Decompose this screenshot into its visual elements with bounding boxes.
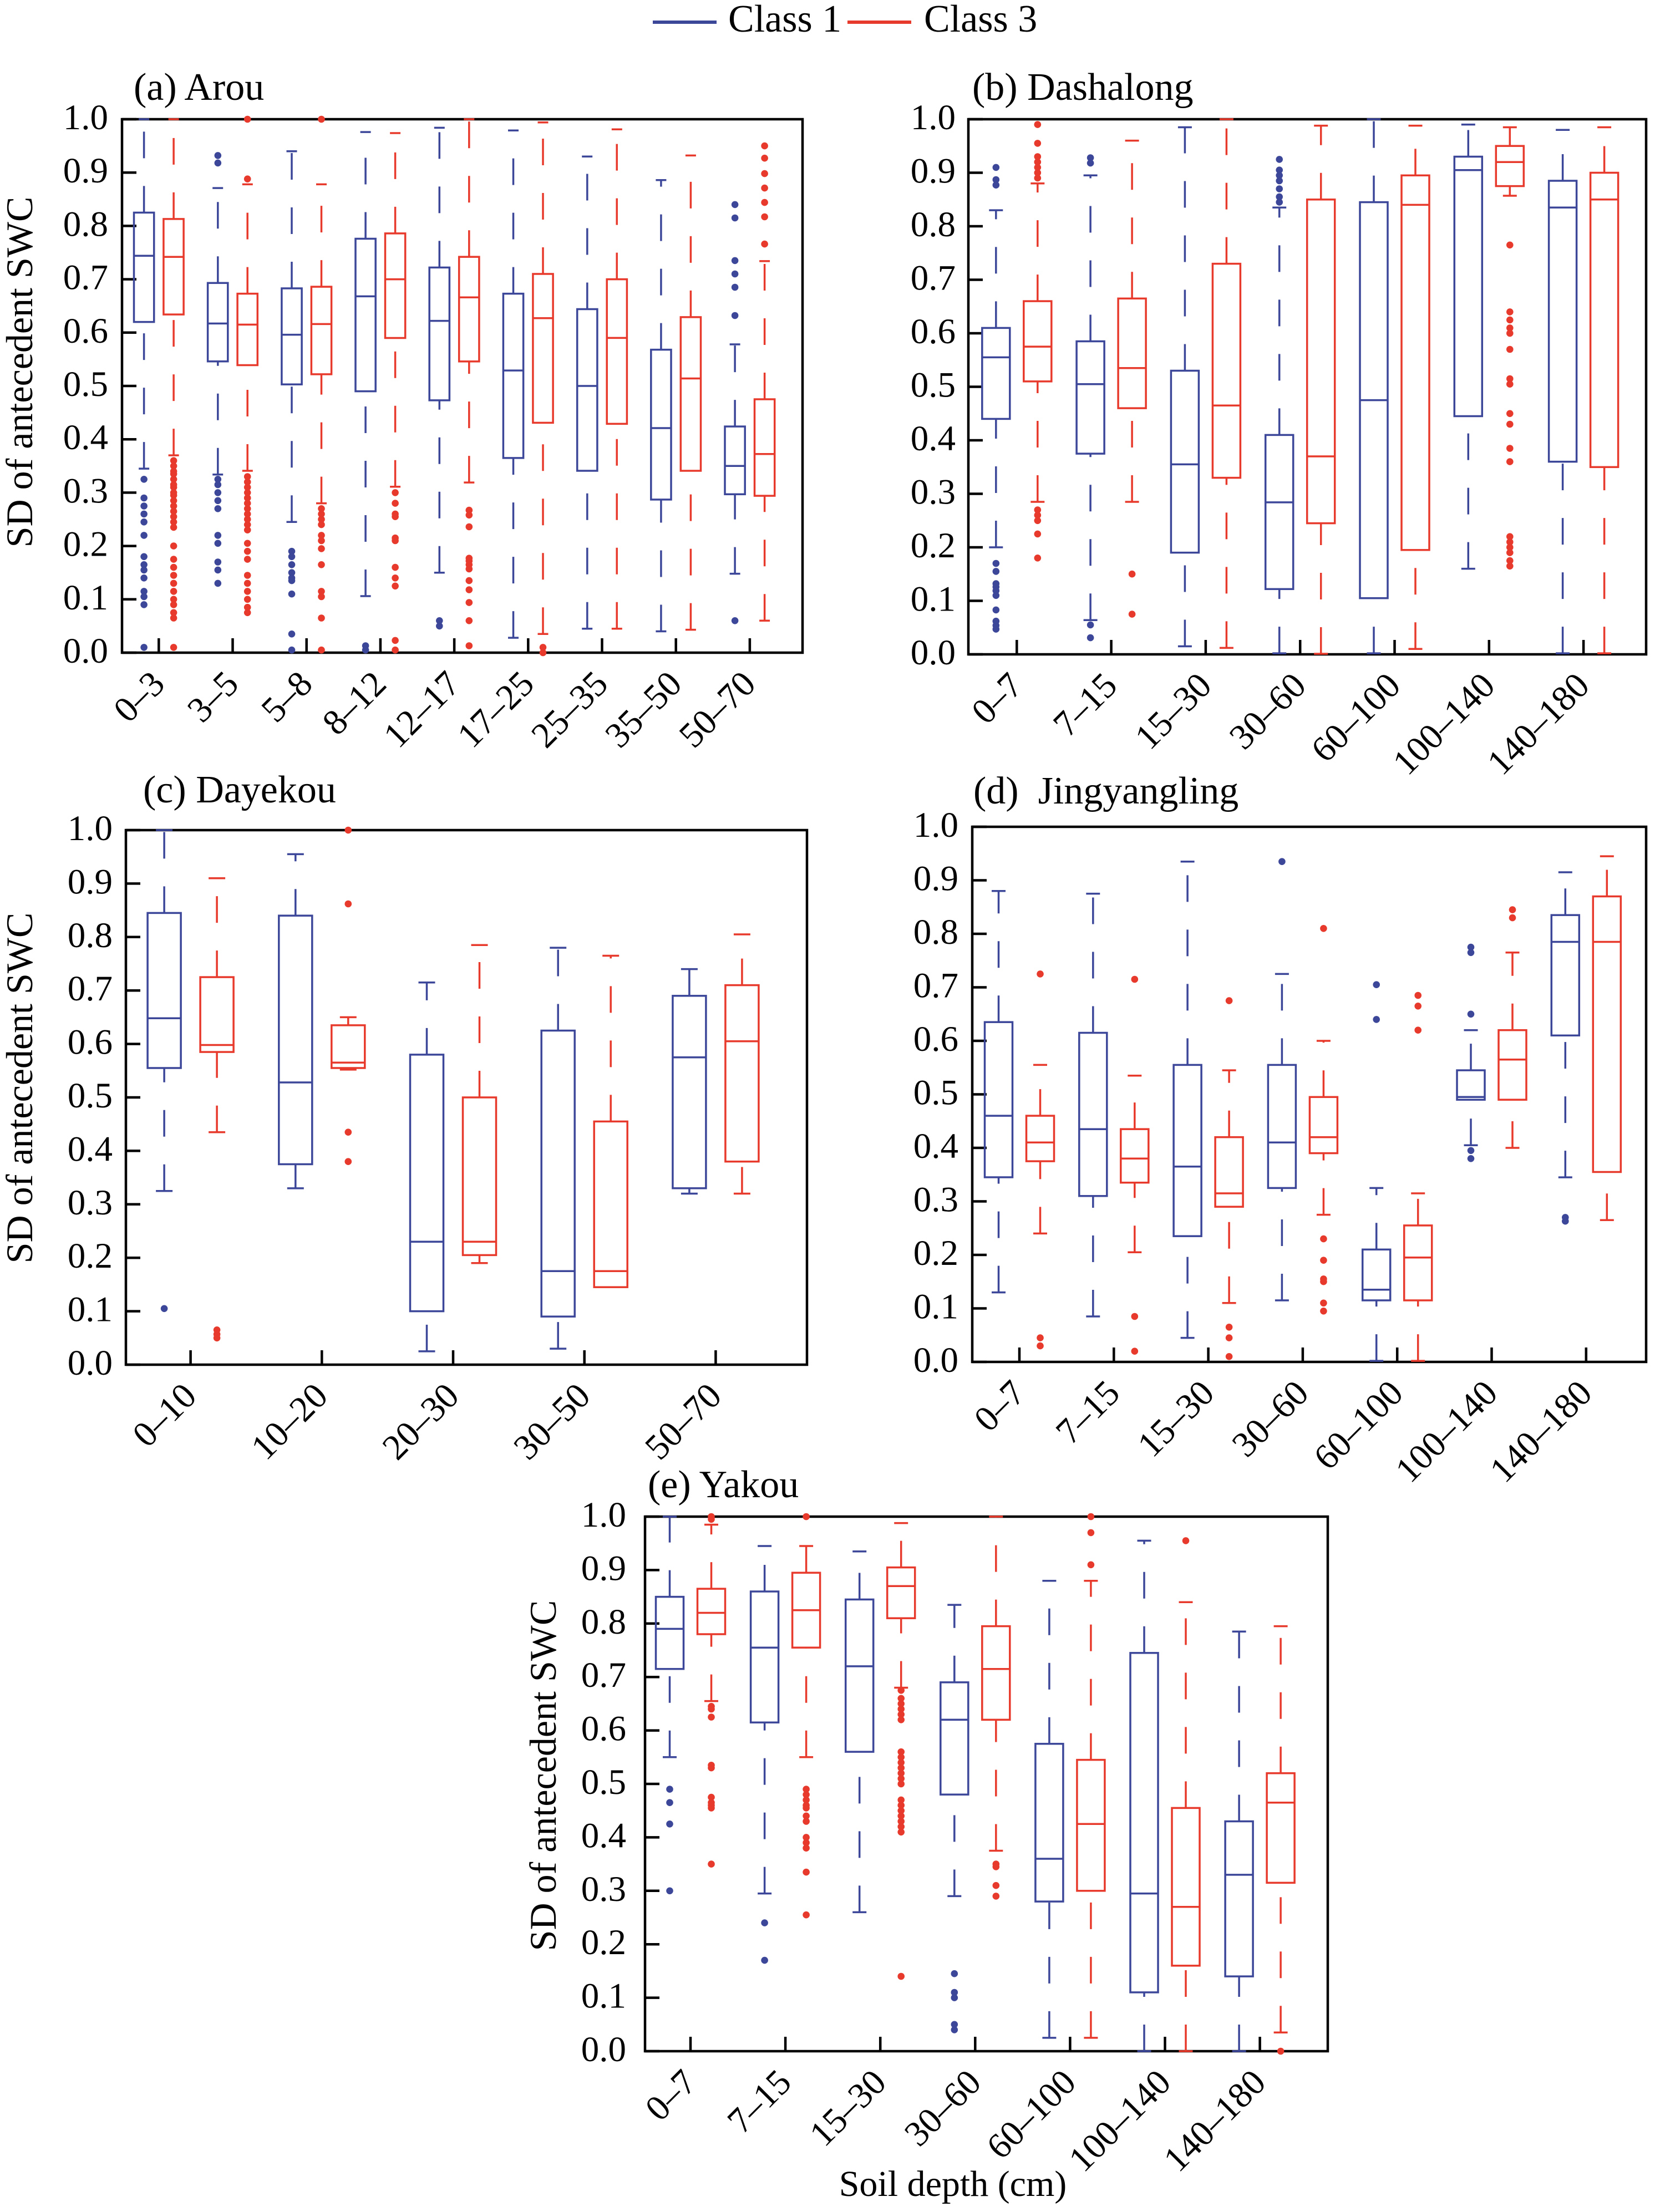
svg-text:0.8: 0.8 bbox=[911, 205, 956, 245]
svg-text:1.0: 1.0 bbox=[581, 1495, 626, 1535]
svg-text:0.0: 0.0 bbox=[911, 633, 956, 673]
svg-text:Class 1: Class 1 bbox=[728, 0, 841, 40]
svg-text:0.3: 0.3 bbox=[913, 1180, 958, 1220]
svg-text:0.4: 0.4 bbox=[68, 1129, 113, 1169]
svg-text:0.6: 0.6 bbox=[581, 1709, 626, 1749]
svg-text:0.8: 0.8 bbox=[68, 916, 113, 955]
svg-text:1.0: 1.0 bbox=[63, 98, 108, 138]
svg-text:0.7: 0.7 bbox=[63, 258, 108, 298]
svg-text:0.1: 0.1 bbox=[911, 579, 956, 619]
svg-text:1.0: 1.0 bbox=[911, 98, 956, 138]
svg-text:0.5: 0.5 bbox=[63, 364, 108, 404]
svg-text:1.0: 1.0 bbox=[913, 805, 958, 845]
svg-text:0.1: 0.1 bbox=[913, 1287, 958, 1327]
svg-text:(b) Dashalong: (b) Dashalong bbox=[972, 66, 1194, 109]
svg-text:0.7: 0.7 bbox=[913, 966, 958, 1006]
svg-text:0.7: 0.7 bbox=[68, 969, 113, 1009]
svg-text:0.2: 0.2 bbox=[913, 1233, 958, 1273]
svg-text:0.0: 0.0 bbox=[913, 1340, 958, 1380]
svg-text:0.1: 0.1 bbox=[63, 578, 108, 618]
svg-text:0.0: 0.0 bbox=[581, 2030, 626, 2069]
svg-text:Class 3: Class 3 bbox=[924, 0, 1037, 40]
svg-text:Soil depth (cm): Soil depth (cm) bbox=[839, 2164, 1067, 2204]
svg-text:SD of antecedent SWC: SD of antecedent SWC bbox=[0, 913, 40, 1264]
svg-text:(c) Dayekou: (c) Dayekou bbox=[143, 769, 336, 811]
svg-text:0.4: 0.4 bbox=[913, 1126, 958, 1166]
svg-text:0.4: 0.4 bbox=[911, 419, 956, 459]
svg-text:0.2: 0.2 bbox=[911, 526, 956, 566]
svg-text:1.0: 1.0 bbox=[68, 808, 113, 848]
svg-text:0.9: 0.9 bbox=[68, 862, 113, 902]
svg-text:0.6: 0.6 bbox=[913, 1019, 958, 1059]
svg-text:0.1: 0.1 bbox=[68, 1290, 113, 1330]
svg-text:(d) Jingyangling: (d) Jingyangling bbox=[973, 770, 1238, 812]
svg-text:0.5: 0.5 bbox=[913, 1073, 958, 1113]
svg-text:0.4: 0.4 bbox=[63, 418, 108, 457]
svg-text:0.9: 0.9 bbox=[63, 151, 108, 191]
svg-text:(a) Arou: (a) Arou bbox=[134, 66, 264, 109]
svg-text:SD of antecedent SWC: SD of antecedent SWC bbox=[522, 1600, 564, 1951]
svg-text:0.9: 0.9 bbox=[581, 1548, 626, 1588]
svg-text:0.6: 0.6 bbox=[911, 312, 956, 352]
svg-text:0.3: 0.3 bbox=[68, 1183, 113, 1223]
svg-text:0.9: 0.9 bbox=[913, 859, 958, 899]
svg-text:0.5: 0.5 bbox=[911, 365, 956, 405]
svg-text:0.8: 0.8 bbox=[63, 204, 108, 244]
svg-text:0.3: 0.3 bbox=[911, 472, 956, 512]
svg-text:0.5: 0.5 bbox=[581, 1762, 626, 1802]
svg-text:0.3: 0.3 bbox=[63, 471, 108, 511]
svg-text:0.2: 0.2 bbox=[68, 1236, 113, 1276]
svg-text:0.7: 0.7 bbox=[581, 1655, 626, 1695]
svg-text:0.2: 0.2 bbox=[63, 525, 108, 565]
svg-text:0.8: 0.8 bbox=[581, 1602, 626, 1642]
svg-text:0.4: 0.4 bbox=[581, 1816, 626, 1855]
svg-text:0.7: 0.7 bbox=[911, 258, 956, 298]
svg-text:0.6: 0.6 bbox=[68, 1023, 113, 1062]
svg-text:0.0: 0.0 bbox=[68, 1343, 113, 1383]
svg-text:0.5: 0.5 bbox=[68, 1076, 113, 1116]
svg-text:(e) Yakou: (e) Yakou bbox=[648, 1463, 799, 1506]
svg-text:0.1: 0.1 bbox=[581, 1976, 626, 2016]
svg-text:0.2: 0.2 bbox=[581, 1923, 626, 1962]
svg-text:0.9: 0.9 bbox=[911, 151, 956, 191]
svg-text:SD of antecedent SWC: SD of antecedent SWC bbox=[0, 197, 40, 548]
svg-text:0.8: 0.8 bbox=[913, 912, 958, 952]
svg-text:0.3: 0.3 bbox=[581, 1869, 626, 1909]
svg-text:0.6: 0.6 bbox=[63, 311, 108, 351]
svg-text:0.0: 0.0 bbox=[63, 631, 108, 671]
